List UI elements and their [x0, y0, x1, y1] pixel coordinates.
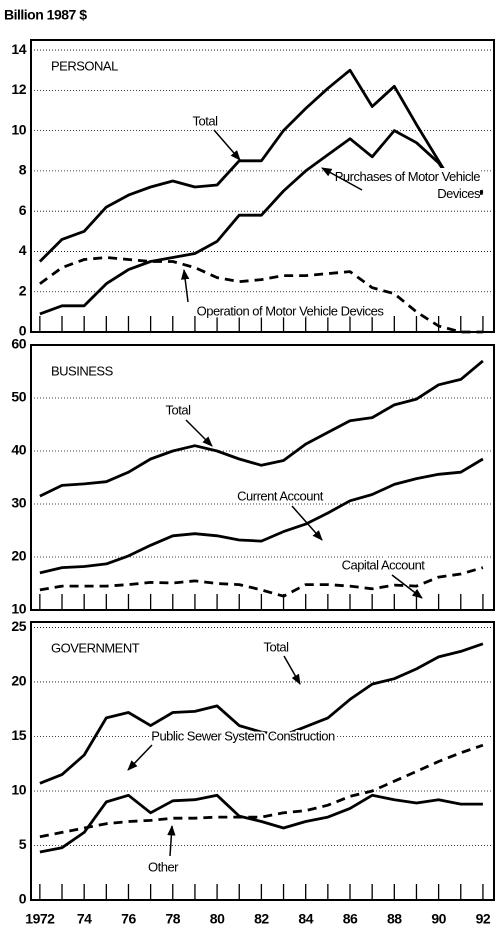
y-tick-label: 4 — [19, 242, 27, 258]
y-tick-label: 6 — [19, 202, 27, 218]
series-line — [39, 359, 484, 498]
x-tick-label: 90 — [431, 911, 446, 927]
y-tick-label: 25 — [11, 618, 26, 634]
x-tick-label: 82 — [254, 911, 269, 927]
series-line — [39, 743, 484, 839]
x-tick-label: 86 — [343, 911, 358, 927]
label-arrow — [185, 419, 213, 447]
series-label: Operation of Motor Vehicle Devices — [197, 303, 385, 318]
y-tick-label: 40 — [11, 442, 26, 458]
y-tick-label: 15 — [11, 727, 26, 743]
x-tick-label: 80 — [210, 911, 225, 927]
series-line — [39, 457, 484, 575]
series-label: Total — [264, 639, 290, 654]
y-tick-label: 30 — [11, 495, 26, 511]
series-line — [38, 68, 484, 263]
y-tick-label: 50 — [11, 389, 26, 405]
series-label: Purchases of Motor Vehicle Devices — [330, 168, 480, 202]
y-tick-label: 0 — [19, 323, 27, 339]
series-line — [39, 129, 484, 316]
x-tick-label: 1972 — [25, 911, 55, 927]
panel-title: PERSONAL — [51, 58, 118, 73]
y-tick-label: 14 — [11, 41, 26, 57]
series-label-box: Purchases of Motor Vehicle Devices — [330, 168, 480, 202]
label-arrow — [127, 744, 153, 771]
label-arrow — [213, 129, 241, 161]
x-tick-label: 76 — [121, 911, 136, 927]
panel-frame — [30, 344, 495, 611]
x-tick-label: 88 — [387, 911, 402, 927]
series-label: Total — [193, 113, 219, 128]
series-label: Other — [148, 859, 179, 874]
label-arrow — [181, 268, 190, 303]
y-tick-label: 8 — [19, 162, 27, 178]
panel-title: BUSINESS — [51, 363, 114, 378]
series-line — [39, 642, 484, 785]
series-label: Total — [166, 402, 192, 417]
label-arrow — [291, 505, 323, 541]
label-arrow — [391, 574, 423, 599]
label-arrow — [321, 167, 363, 191]
x-tick-label: 74 — [77, 911, 92, 927]
unit-label: Billion 1987 $ — [4, 7, 87, 23]
y-tick-label: 20 — [11, 673, 26, 689]
y-tick-label: 2 — [19, 282, 27, 298]
y-tick-label: 20 — [11, 548, 26, 564]
y-tick-label: 0 — [19, 891, 27, 907]
label-arrow — [283, 655, 301, 685]
series-line — [39, 256, 483, 334]
y-tick-label: 10 — [11, 121, 26, 137]
series-label: Current Account — [237, 488, 324, 503]
panel-frame — [30, 39, 495, 333]
y-tick-label: 60 — [11, 336, 26, 352]
series-label: Capital Account — [342, 557, 426, 572]
x-tick-label: 84 — [298, 911, 313, 927]
x-tick-label: 92 — [476, 911, 491, 927]
y-tick-label: 12 — [11, 81, 26, 97]
y-tick-label: 10 — [11, 782, 26, 798]
label-arrow — [167, 824, 176, 857]
y-tick-label: 10 — [11, 601, 26, 617]
y-tick-label: 5 — [19, 836, 27, 852]
series-line — [39, 793, 483, 854]
panel-frame — [30, 621, 495, 901]
panel-title: GOVERNMENT — [51, 640, 140, 655]
x-tick-label: 78 — [165, 911, 180, 927]
series-label: Public Sewer System Construction — [151, 728, 335, 743]
